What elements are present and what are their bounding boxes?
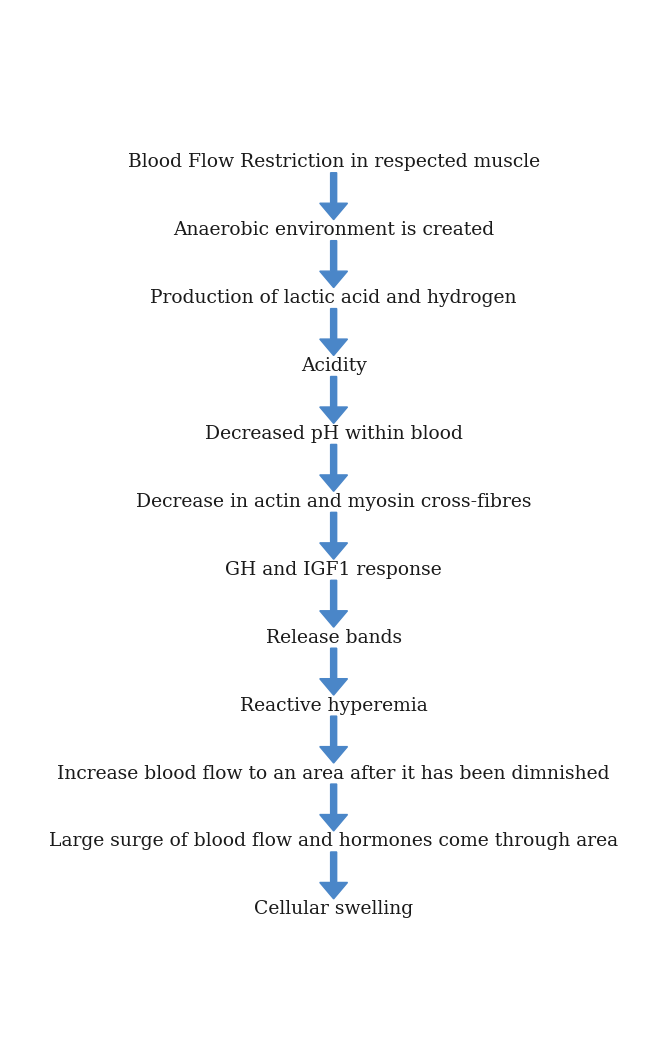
FancyArrow shape bbox=[320, 648, 348, 695]
FancyArrow shape bbox=[320, 512, 348, 559]
Text: Decreased pH within blood: Decreased pH within blood bbox=[204, 425, 463, 443]
FancyArrow shape bbox=[320, 784, 348, 831]
FancyArrow shape bbox=[320, 308, 348, 356]
Text: Release bands: Release bands bbox=[266, 628, 402, 646]
FancyArrow shape bbox=[320, 240, 348, 287]
FancyArrow shape bbox=[320, 716, 348, 763]
Text: Reactive hyperemia: Reactive hyperemia bbox=[240, 697, 428, 714]
Text: Increase blood flow to an area after it has been dimnished: Increase blood flow to an area after it … bbox=[57, 765, 610, 783]
FancyArrow shape bbox=[320, 377, 348, 424]
Text: GH and IGF1 response: GH and IGF1 response bbox=[225, 561, 442, 579]
Text: Cellular swelling: Cellular swelling bbox=[254, 900, 413, 918]
Text: Blood Flow Restriction in respected muscle: Blood Flow Restriction in respected musc… bbox=[128, 153, 540, 171]
Text: Acidity: Acidity bbox=[301, 357, 367, 374]
Text: Production of lactic acid and hydrogen: Production of lactic acid and hydrogen bbox=[150, 290, 517, 307]
Text: Anaerobic environment is created: Anaerobic environment is created bbox=[173, 221, 494, 239]
FancyArrow shape bbox=[320, 580, 348, 627]
FancyArrow shape bbox=[320, 173, 348, 219]
FancyArrow shape bbox=[320, 852, 348, 899]
Text: Decrease in actin and myosin cross-fibres: Decrease in actin and myosin cross-fibre… bbox=[136, 493, 531, 511]
FancyArrow shape bbox=[320, 445, 348, 491]
Text: Large surge of blood flow and hormones come through area: Large surge of blood flow and hormones c… bbox=[49, 833, 618, 851]
